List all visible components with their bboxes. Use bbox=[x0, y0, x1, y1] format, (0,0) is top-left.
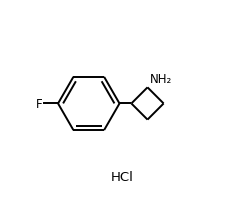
Text: NH₂: NH₂ bbox=[150, 73, 172, 86]
Text: HCl: HCl bbox=[111, 170, 134, 183]
Text: F: F bbox=[36, 97, 43, 110]
